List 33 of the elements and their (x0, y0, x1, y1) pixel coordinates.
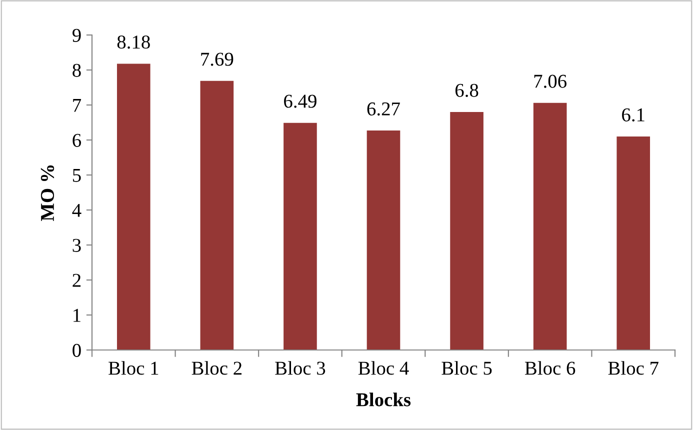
y-tick-label: 6 (72, 134, 82, 147)
data-label: 8.18 (117, 36, 150, 49)
data-label: 6.49 (284, 94, 316, 108)
data-label: 6.27 (367, 102, 400, 116)
bar (533, 102, 567, 350)
x-tick-label: Bloc 4 (358, 361, 409, 375)
y-tick-label: 9 (72, 28, 81, 42)
data-label: 6.1 (622, 108, 644, 122)
x-tick-label: Bloc 1 (108, 361, 158, 375)
data-label: 7.69 (201, 52, 234, 66)
y-tick-label: 2 (72, 274, 81, 287)
x-tick-label: Bloc 3 (275, 361, 326, 375)
x-tick-label: Bloc 2 (192, 361, 242, 375)
bar (450, 112, 484, 350)
x-axis-title: Blocks (356, 392, 411, 406)
data-label: 6.8 (455, 84, 478, 98)
x-tick-label: Bloc 7 (608, 361, 658, 375)
y-tick-label: 7 (73, 99, 82, 112)
bar (616, 136, 650, 350)
y-tick-label: 5 (72, 169, 81, 182)
bar (116, 64, 150, 350)
y-tick-label: 8 (72, 64, 81, 77)
y-tick-label: 3 (72, 238, 81, 252)
bar (366, 130, 400, 350)
y-tick-label: 1 (74, 308, 80, 322)
bar (200, 80, 234, 350)
data-label: 7.06 (534, 74, 567, 88)
x-tick-label: Bloc 6 (524, 361, 576, 375)
bar (284, 122, 317, 350)
y-tick-label: 0 (72, 344, 81, 357)
y-tick-label: 4 (72, 204, 82, 217)
y-axis-title: MO % (40, 165, 54, 222)
x-tick-label: Bloc 5 (442, 361, 492, 375)
